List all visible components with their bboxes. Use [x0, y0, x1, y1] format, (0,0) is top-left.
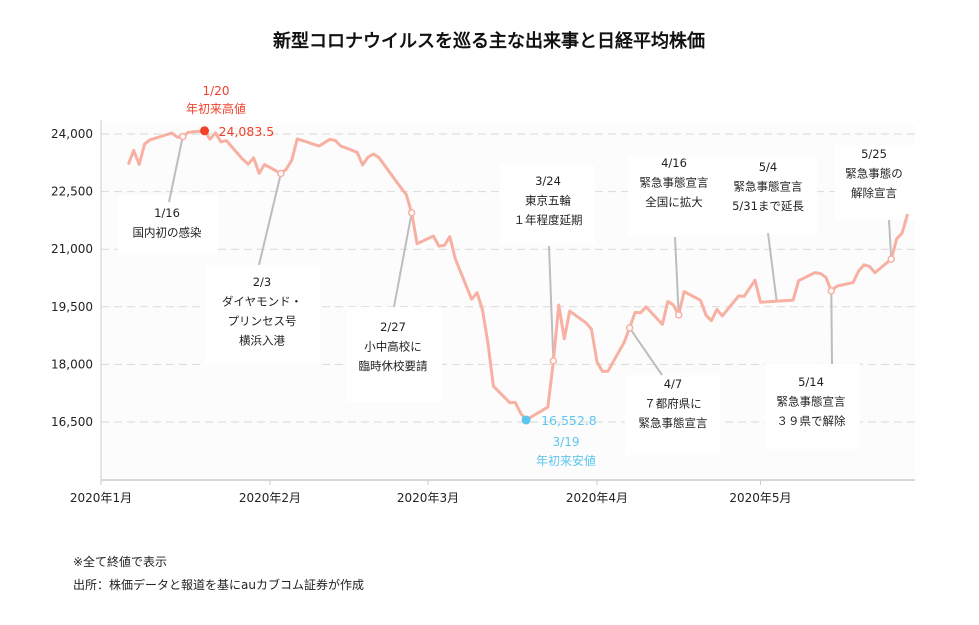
event-marker [887, 255, 895, 263]
annotation-text: 緊急事態宣言 [777, 395, 846, 409]
x-tick-label: 2020年3月 [397, 491, 459, 505]
annotation-text: 2/3 [253, 275, 272, 289]
event-marker [277, 169, 285, 178]
annotation-text: プリンセス号 [228, 314, 297, 328]
annotation-text: 緊急事態宣言 [640, 176, 709, 190]
annotation-box [628, 155, 723, 235]
low-value-label: 16,552.8 [541, 413, 597, 428]
annotation-leader [830, 290, 833, 365]
annotation-leader [548, 245, 555, 361]
annotation-text: 5/14 [798, 375, 824, 389]
event-marker [179, 132, 187, 141]
event-marker [407, 209, 416, 217]
annotation-text: 5/4 [759, 160, 778, 174]
annotation-text: 解除宣言 [851, 186, 897, 200]
footnote-closing-price: ※全て終値で表示 [73, 555, 168, 569]
annotation-box [205, 265, 320, 365]
annotation-text: 国内初の感染 [133, 226, 202, 240]
high-label: 年初来高値 [186, 101, 246, 116]
annotation-text: ３９県で解除 [777, 414, 846, 428]
y-tick-label: 19,500 [51, 300, 93, 314]
annotation-text: 臨時休校要請 [359, 359, 428, 373]
event-marker [827, 287, 836, 295]
annotation-box [835, 145, 915, 220]
y-tick-label: 21,000 [51, 242, 93, 256]
low-label: 年初来安値 [536, 453, 596, 468]
event-marker [549, 357, 558, 365]
nikkei-line [126, 129, 910, 422]
annotation-box [347, 307, 442, 402]
annotation-text: 緊急事態宣言 [734, 180, 803, 194]
annotation-text: 5/25 [861, 147, 887, 161]
annotation-text: 横浜入港 [239, 334, 285, 348]
annotation-text: 5/31まで延長 [732, 199, 804, 213]
annotation-text: 2/27 [380, 320, 406, 334]
annotation-leader [767, 232, 778, 303]
annotation-text: 緊急事態の [845, 167, 903, 181]
annotation-text: 緊急事態宣言 [639, 416, 708, 430]
footnote-source: 出所：株価データと報道を基にauカブコム証券が作成 [73, 578, 364, 592]
x-tick-label: 2020年5月 [729, 491, 791, 505]
annotation-box [722, 155, 817, 235]
event-marker [625, 324, 634, 332]
chart-title: 新型コロナウイルスを巡る主な出来事と日経平均株価 [273, 30, 705, 52]
y-tick-label: 16,500 [51, 415, 93, 429]
annotation-box [500, 165, 595, 245]
annotation-box [118, 195, 218, 255]
x-tick-label: 2020年2月 [239, 491, 301, 505]
high-date-label: 1/20 [203, 84, 230, 98]
annotation-text: 1/16 [154, 206, 180, 220]
annotation-leader [888, 219, 893, 260]
low-date-label: 3/19 [553, 435, 580, 449]
y-tick-label: 22,500 [51, 185, 93, 199]
annotation-leader [674, 236, 680, 315]
x-tick-label: 2020年1月 [70, 491, 132, 505]
annotation-leader [628, 327, 663, 376]
annotation-text: ７都府県に [644, 397, 702, 411]
annotation-text: ダイヤモンド・ [222, 295, 302, 309]
annotation-text: 東京五輪 [525, 194, 571, 208]
high-marker [200, 126, 210, 136]
annotation-box [765, 364, 860, 449]
annotation-leader [168, 136, 184, 203]
annotation-text: 3/24 [535, 174, 561, 188]
annotation-leader [258, 173, 282, 266]
high-value-label: 24,083.5 [219, 124, 275, 139]
annotation-text: 4/16 [661, 156, 687, 170]
annotation-text: 全国に拡大 [645, 195, 703, 209]
annotation-text: １年程度延期 [514, 213, 583, 227]
annotation-text: 4/7 [664, 377, 683, 391]
y-tick-label: 18,000 [51, 357, 93, 371]
annotation-box [625, 375, 720, 455]
annotation-leader [393, 212, 413, 308]
low-marker [521, 415, 531, 425]
event-marker [674, 311, 683, 319]
annotation-text: 小中高校に [364, 340, 422, 354]
x-tick-label: 2020年4月 [566, 491, 628, 505]
y-tick-label: 24,000 [51, 127, 93, 141]
